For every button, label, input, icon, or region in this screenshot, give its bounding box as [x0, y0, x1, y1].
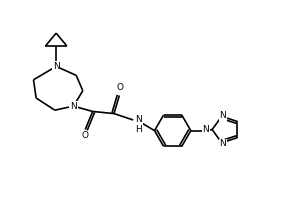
Text: O: O — [117, 83, 124, 92]
Text: N: N — [53, 62, 59, 71]
Text: N: N — [202, 125, 209, 134]
Text: N: N — [70, 102, 77, 111]
Text: N: N — [135, 115, 142, 124]
Text: N: N — [219, 111, 226, 120]
Text: H: H — [135, 125, 142, 134]
Text: N: N — [219, 139, 226, 148]
Text: O: O — [82, 131, 89, 140]
